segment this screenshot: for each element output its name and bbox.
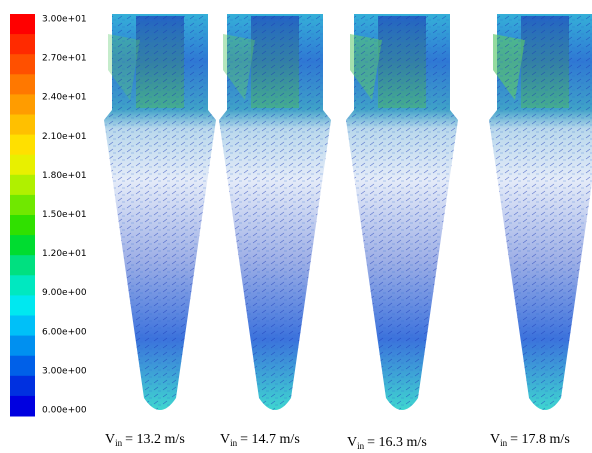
panels: Vin = 13.2 m/s Vin = 14.7 m/s Vin = 16.3 m/s V… xyxy=(104,14,592,451)
colorbar-segment xyxy=(10,335,35,357)
caption: Vin = 17.8 m/s xyxy=(490,432,570,448)
caption-subscript: in xyxy=(357,441,365,451)
colorbar-segment xyxy=(10,194,35,216)
cyclone-panel: Vin = 17.8 m/s xyxy=(489,14,592,448)
caption-symbol: V xyxy=(347,435,357,450)
colorbar-segment xyxy=(10,174,35,196)
colorbar-segment xyxy=(10,134,35,156)
caption-symbol: V xyxy=(105,432,115,447)
colorbar-segment xyxy=(10,34,35,55)
caption-symbol: V xyxy=(220,432,230,447)
caption-text: = 17.8 m/s xyxy=(510,432,570,447)
colorbar-segment xyxy=(10,54,35,75)
colorbar-segment xyxy=(10,154,35,176)
caption: Vin = 13.2 m/s xyxy=(105,432,185,448)
colorbar-segment xyxy=(10,255,35,276)
cyclone-panel: Vin = 13.2 m/s xyxy=(104,14,216,448)
colorbar-segment xyxy=(10,395,35,417)
colorbar: 3.00e+01 2.70e+01 2.40e+01 2.10e+01 1.80e+01… xyxy=(10,14,87,417)
colorbar-segment xyxy=(10,275,35,296)
colorbar-label: 1.20e+01 xyxy=(42,249,87,259)
colorbar-label: 2.70e+01 xyxy=(42,54,87,64)
colorbar-label: 6.00e+00 xyxy=(42,327,87,337)
colorbar-segment xyxy=(10,295,35,316)
vector-texture xyxy=(489,14,592,410)
cyclone-panel: Vin = 14.7 m/s xyxy=(219,14,331,448)
colorbar-segment xyxy=(10,94,35,115)
caption-symbol: V xyxy=(490,432,500,447)
colorbar-segment xyxy=(10,315,35,337)
caption: Vin = 14.7 m/s xyxy=(220,432,300,448)
vector-texture xyxy=(346,14,458,410)
colorbar-label: 1.50e+01 xyxy=(42,210,87,220)
colorbar-segment xyxy=(10,355,35,377)
colorbar-segment xyxy=(10,114,35,136)
caption-subscript: in xyxy=(115,438,123,448)
caption: Vin = 16.3 m/s xyxy=(347,435,427,451)
colorbar-label: 0.00e+00 xyxy=(42,406,87,416)
colorbar-label: 1.80e+01 xyxy=(42,171,87,181)
colorbar-segment xyxy=(10,375,35,397)
caption-text: = 16.3 m/s xyxy=(367,435,427,450)
vector-texture xyxy=(219,14,331,410)
colorbar-segment xyxy=(10,215,35,236)
caption-text: = 14.7 m/s xyxy=(240,432,300,447)
caption-text: = 13.2 m/s xyxy=(125,432,185,447)
colorbar-label: 3.00e+01 xyxy=(42,15,87,25)
vector-texture xyxy=(104,14,216,410)
colorbar-segment xyxy=(10,14,35,35)
colorbar-label: 3.00e+00 xyxy=(42,366,87,376)
colorbar-segment xyxy=(10,235,35,256)
cyclone-panel: Vin = 16.3 m/s xyxy=(346,14,458,451)
colorbar-label: 2.40e+01 xyxy=(42,93,87,103)
colorbar-label: 9.00e+00 xyxy=(42,288,87,298)
caption-subscript: in xyxy=(500,438,508,448)
colorbar-segment xyxy=(10,74,35,95)
colorbar-label: 2.10e+01 xyxy=(42,132,87,142)
caption-subscript: in xyxy=(230,438,238,448)
